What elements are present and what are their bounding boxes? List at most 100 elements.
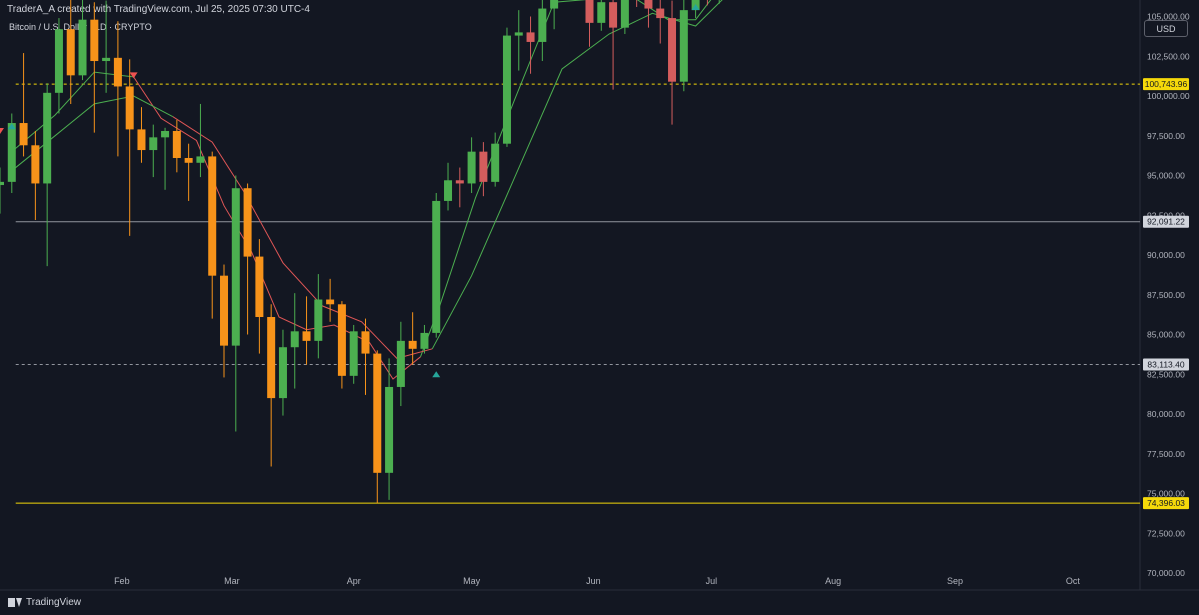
sell-signal-icon (129, 72, 138, 79)
candle-body (420, 332, 429, 349)
candle-body (208, 156, 217, 276)
x-tick-label: Aug (825, 576, 841, 586)
y-tick-label: 105,000.00 (1147, 12, 1190, 22)
candle-body (113, 57, 122, 87)
y-tick-label: 75,000.00 (1147, 489, 1185, 499)
y-tick-label: 97,500.00 (1147, 131, 1185, 141)
buy-signal-icon (7, 123, 16, 130)
candle-body (302, 331, 311, 341)
candle-body (444, 180, 453, 201)
candle-body (90, 19, 99, 62)
candle-body (326, 299, 335, 305)
y-tick-label: 72,500.00 (1147, 528, 1185, 538)
level-price-tag (1143, 78, 1189, 91)
candle-body (267, 317, 276, 399)
candle-body (361, 331, 370, 354)
candle-body (220, 275, 229, 346)
candle-body (255, 256, 264, 318)
ema-slow-line (431, 0, 723, 350)
candle-body (538, 8, 547, 42)
candle-body (550, 0, 559, 9)
y-tick-label: 70,000.00 (1147, 568, 1185, 578)
candle-body (597, 2, 606, 23)
buy-signal-icon (432, 371, 441, 378)
candle-body (491, 143, 500, 182)
x-tick-label: Jun (586, 576, 601, 586)
candle-body (7, 123, 16, 182)
candle-body (479, 151, 488, 182)
candle-body (455, 180, 464, 184)
candle-body (0, 181, 4, 186)
buy-signal-icon (691, 3, 700, 10)
candle-body (31, 145, 40, 184)
candle-body (644, 0, 653, 9)
candle-body (278, 347, 287, 399)
candle-body (396, 340, 405, 387)
tradingview-logo-icon (8, 598, 22, 607)
candle-body (149, 137, 158, 151)
candle-body (314, 299, 323, 341)
x-tick-label: Oct (1066, 576, 1081, 586)
candle-body (432, 200, 441, 333)
y-tick-label: 102,500.00 (1147, 51, 1190, 61)
y-tick-label: 85,000.00 (1147, 330, 1185, 340)
level-price-label: 92,091.22 (1147, 217, 1185, 227)
level-price-tag (1143, 215, 1189, 228)
candle-body (385, 386, 394, 473)
y-tick-label: 95,000.00 (1147, 171, 1185, 181)
candle-body (467, 151, 476, 184)
y-tick-label: 80,000.00 (1147, 409, 1185, 419)
currency-selector-button[interactable]: USD (1144, 20, 1188, 37)
candle-body (514, 32, 523, 36)
candle-body (243, 188, 252, 257)
candle-body (679, 10, 688, 82)
level-price-label: 74,396.03 (1147, 498, 1185, 508)
candle-body (102, 57, 111, 62)
candle-body (609, 2, 618, 28)
candle-body (290, 331, 299, 348)
level-price-label: 100,743.96 (1145, 79, 1188, 89)
candle-body (137, 129, 146, 151)
y-tick-label: 82,500.00 (1147, 369, 1185, 379)
candle-body (43, 92, 52, 184)
candle-body (161, 130, 170, 138)
ema-fast-line (420, 0, 712, 357)
candle-body (620, 0, 629, 28)
x-tick-label: May (463, 576, 481, 586)
tradingview-branding[interactable]: TradingView (8, 597, 81, 608)
candle-body (502, 35, 511, 144)
candle-body (585, 0, 594, 23)
candle-body (526, 32, 535, 42)
y-tick-label: 100,000.00 (1147, 91, 1190, 101)
level-price-label: 83,113.40 (1147, 359, 1184, 369)
x-tick-label: Apr (347, 576, 361, 586)
x-tick-label: Mar (224, 576, 240, 586)
candle-body (66, 29, 75, 76)
tradingview-brand-text: TradingView (26, 597, 82, 608)
ema-slow-line (172, 116, 433, 359)
y-tick-label: 77,500.00 (1147, 449, 1185, 459)
chart-attribution: TraderA_A created with TradingView.com, … (7, 4, 310, 15)
candle-body (19, 123, 28, 146)
candle-body (373, 353, 382, 473)
candle-body (656, 8, 665, 19)
y-tick-label: 90,000.00 (1147, 250, 1185, 260)
candle-body (78, 19, 87, 76)
candle-body (172, 130, 181, 159)
candle-body (184, 158, 193, 163)
candle-body (54, 29, 63, 93)
sell-signal-icon (0, 127, 4, 134)
candle-body (337, 304, 346, 376)
x-tick-label: Feb (114, 576, 130, 586)
y-tick-label: 92,500.00 (1147, 210, 1185, 220)
candle-body (408, 340, 417, 349)
candle-body (231, 188, 240, 346)
y-tick-label: 87,500.00 (1147, 290, 1185, 300)
level-price-tag (1143, 497, 1189, 510)
x-tick-label: Jul (706, 576, 718, 586)
candle-body (196, 156, 205, 163)
candle-body (349, 331, 358, 376)
candle-body (125, 86, 134, 130)
x-tick-label: Sep (947, 576, 963, 586)
